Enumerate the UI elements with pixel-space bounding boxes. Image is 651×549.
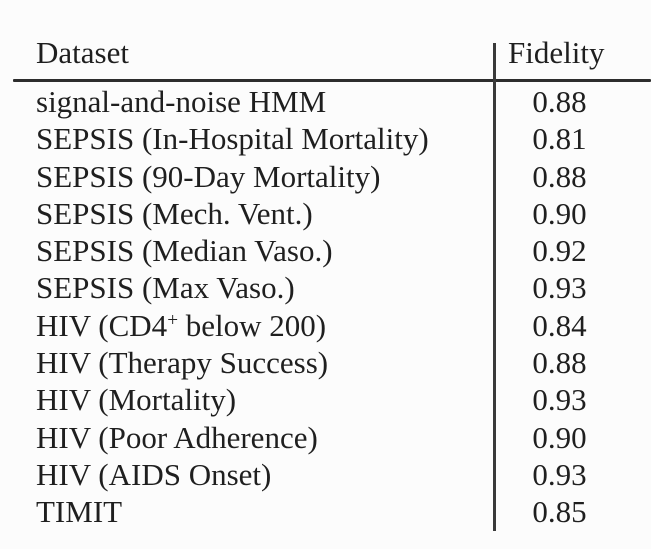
fidelity-cell: 0.90	[532, 195, 587, 231]
dataset-label: HIV (Poor Adherence)	[36, 419, 318, 455]
table-body: signal-and-noise HMM 0.88 SEPSIS (In-Hos…	[0, 83, 651, 531]
fidelity-cell: 0.90	[532, 419, 587, 455]
dataset-label: TIMIT	[36, 494, 123, 530]
table-row: HIV (AIDS Onset) 0.93	[0, 456, 651, 493]
fidelity-cell: 0.93	[532, 456, 587, 492]
table-row: HIV (Poor Adherence) 0.90	[0, 419, 651, 456]
dataset-label: signal-and-noise HMM	[36, 84, 327, 119]
dataset-cell: SEPSIS (Max Vaso.)	[0, 269, 494, 306]
table-row: SEPSIS (Max Vaso.) 0.93	[0, 269, 651, 306]
dataset-cell: SEPSIS (In-Hospital Mortality)	[0, 120, 494, 157]
dataset-cell: HIV (Mortality)	[0, 381, 494, 418]
fidelity-cell: 0.85	[532, 494, 587, 530]
dataset-cell: SEPSIS (90-Day Mortality)	[0, 158, 494, 195]
table-row: SEPSIS (Median Vaso.) 0.92	[0, 232, 651, 269]
fidelity-cell: 0.92	[532, 233, 587, 269]
fidelity-cell: 0.81	[532, 121, 587, 157]
dataset-label: SEPSIS (Median Vaso.)	[36, 233, 333, 269]
table-row: signal-and-noise HMM 0.88	[0, 83, 651, 120]
fidelity-cell: 0.88	[532, 158, 587, 194]
dataset-label: HIV (Therapy Success)	[36, 345, 329, 381]
table-row: SEPSIS (In-Hospital Mortality) 0.81	[0, 120, 651, 157]
dataset-cell: SEPSIS (Median Vaso.)	[0, 232, 494, 269]
dataset-cell: SEPSIS (Mech. Vent.)	[0, 195, 494, 232]
table-row: SEPSIS (Mech. Vent.) 0.90	[0, 195, 651, 232]
dataset-label: SEPSIS (In-Hospital Mortality)	[36, 121, 429, 157]
header-rule	[13, 79, 651, 82]
dataset-cell: HIV (CD4+ below 200)	[36, 307, 327, 343]
dataset-cell: TIMIT	[0, 493, 494, 530]
dataset-label: HIV (AIDS Onset)	[36, 456, 272, 492]
table-row: HIV (Mortality) 0.93	[0, 381, 651, 418]
column-header-dataset: Dataset	[36, 35, 129, 70]
dataset-label: HIV (CD4	[36, 307, 168, 343]
column-divider-rule	[493, 43, 496, 531]
fidelity-cell: 0.93	[532, 382, 587, 418]
dataset-cell: signal-and-noise HMM	[0, 83, 494, 120]
table-row: TIMIT 0.85	[0, 493, 651, 530]
dataset-label: SEPSIS (Mech. Vent.)	[36, 195, 313, 231]
dataset-cell: HIV (Poor Adherence)	[0, 419, 494, 456]
table-row: HIV (Therapy Success) 0.88	[0, 344, 651, 381]
dataset-cell: HIV (Therapy Success)	[0, 344, 494, 381]
dataset-label-suffix: below 200)	[178, 307, 327, 343]
fidelity-cell: 0.93	[532, 270, 587, 306]
fidelity-cell: 0.88	[532, 345, 587, 381]
table-row: SEPSIS (90-Day Mortality) 0.88	[0, 158, 651, 195]
column-header-fidelity: Fidelity	[508, 35, 605, 70]
table-row: HIV (CD4+ below 200) 0.84	[0, 307, 651, 344]
dataset-cell: HIV (AIDS Onset)	[0, 456, 494, 493]
dataset-label: SEPSIS (Max Vaso.)	[36, 270, 295, 306]
dataset-label: SEPSIS (90-Day Mortality)	[36, 158, 381, 194]
dataset-label: HIV (Mortality)	[36, 382, 237, 418]
fidelity-cell: 0.88	[532, 84, 587, 119]
fidelity-cell: 0.84	[532, 307, 587, 343]
